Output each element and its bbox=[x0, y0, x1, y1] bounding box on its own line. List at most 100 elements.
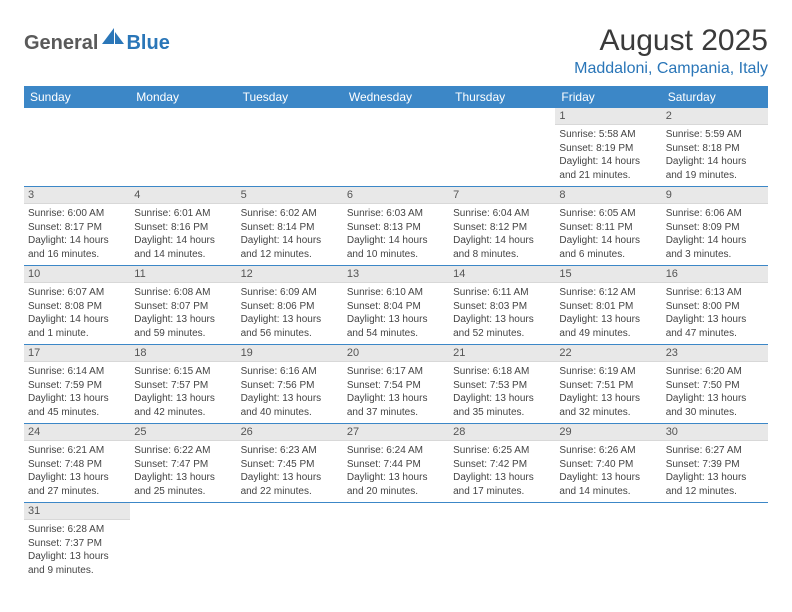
calendar-cell: 25Sunrise: 6:22 AMSunset: 7:47 PMDayligh… bbox=[130, 424, 236, 503]
cell-details: Sunrise: 6:17 AMSunset: 7:54 PMDaylight:… bbox=[343, 362, 449, 423]
calendar-cell bbox=[130, 503, 236, 582]
cell-details: Sunrise: 6:10 AMSunset: 8:04 PMDaylight:… bbox=[343, 283, 449, 344]
sunset-text: Sunset: 7:57 PM bbox=[134, 379, 232, 393]
cell-details: Sunrise: 6:15 AMSunset: 7:57 PMDaylight:… bbox=[130, 362, 236, 423]
daylight-text: Daylight: 14 hours and 16 minutes. bbox=[28, 234, 126, 261]
calendar-cell: 12Sunrise: 6:09 AMSunset: 8:06 PMDayligh… bbox=[237, 266, 343, 345]
calendar-cell bbox=[449, 108, 555, 187]
sunrise-text: Sunrise: 6:20 AM bbox=[666, 365, 764, 379]
daylight-text: Daylight: 14 hours and 21 minutes. bbox=[559, 155, 657, 182]
calendar-cell bbox=[24, 108, 130, 187]
day-number: 21 bbox=[449, 345, 555, 362]
calendar-header-row: Sunday Monday Tuesday Wednesday Thursday… bbox=[24, 86, 768, 108]
sunset-text: Sunset: 8:19 PM bbox=[559, 142, 657, 156]
cell-details: Sunrise: 5:59 AMSunset: 8:18 PMDaylight:… bbox=[662, 125, 768, 186]
calendar-cell bbox=[343, 503, 449, 582]
sunset-text: Sunset: 8:17 PM bbox=[28, 221, 126, 235]
calendar-week-row: 1Sunrise: 5:58 AMSunset: 8:19 PMDaylight… bbox=[24, 108, 768, 187]
cell-details: Sunrise: 6:24 AMSunset: 7:44 PMDaylight:… bbox=[343, 441, 449, 502]
calendar-cell: 13Sunrise: 6:10 AMSunset: 8:04 PMDayligh… bbox=[343, 266, 449, 345]
day-number: 13 bbox=[343, 266, 449, 283]
calendar-cell bbox=[662, 503, 768, 582]
calendar-cell: 3Sunrise: 6:00 AMSunset: 8:17 PMDaylight… bbox=[24, 187, 130, 266]
calendar-cell bbox=[343, 108, 449, 187]
sunset-text: Sunset: 8:00 PM bbox=[666, 300, 764, 314]
sunrise-text: Sunrise: 5:59 AM bbox=[666, 128, 764, 142]
sunset-text: Sunset: 8:08 PM bbox=[28, 300, 126, 314]
sunset-text: Sunset: 7:40 PM bbox=[559, 458, 657, 472]
day-number: 2 bbox=[662, 108, 768, 125]
cell-details: Sunrise: 6:02 AMSunset: 8:14 PMDaylight:… bbox=[237, 204, 343, 265]
sunset-text: Sunset: 7:44 PM bbox=[347, 458, 445, 472]
day-number bbox=[343, 108, 449, 112]
calendar-cell: 9Sunrise: 6:06 AMSunset: 8:09 PMDaylight… bbox=[662, 187, 768, 266]
cell-details: Sunrise: 6:23 AMSunset: 7:45 PMDaylight:… bbox=[237, 441, 343, 502]
calendar-cell: 24Sunrise: 6:21 AMSunset: 7:48 PMDayligh… bbox=[24, 424, 130, 503]
cell-details: Sunrise: 6:21 AMSunset: 7:48 PMDaylight:… bbox=[24, 441, 130, 502]
day-number: 20 bbox=[343, 345, 449, 362]
cell-details: Sunrise: 6:05 AMSunset: 8:11 PMDaylight:… bbox=[555, 204, 661, 265]
daylight-text: Daylight: 13 hours and 12 minutes. bbox=[666, 471, 764, 498]
calendar-week-row: 24Sunrise: 6:21 AMSunset: 7:48 PMDayligh… bbox=[24, 424, 768, 503]
day-number: 19 bbox=[237, 345, 343, 362]
day-number: 6 bbox=[343, 187, 449, 204]
day-number: 5 bbox=[237, 187, 343, 204]
sunrise-text: Sunrise: 6:16 AM bbox=[241, 365, 339, 379]
calendar-week-row: 10Sunrise: 6:07 AMSunset: 8:08 PMDayligh… bbox=[24, 266, 768, 345]
daylight-text: Daylight: 14 hours and 14 minutes. bbox=[134, 234, 232, 261]
day-number: 15 bbox=[555, 266, 661, 283]
day-header: Friday bbox=[555, 86, 661, 108]
sunset-text: Sunset: 8:03 PM bbox=[453, 300, 551, 314]
calendar-cell bbox=[237, 108, 343, 187]
day-number: 10 bbox=[24, 266, 130, 283]
cell-details: Sunrise: 6:12 AMSunset: 8:01 PMDaylight:… bbox=[555, 283, 661, 344]
cell-details: Sunrise: 6:25 AMSunset: 7:42 PMDaylight:… bbox=[449, 441, 555, 502]
sunset-text: Sunset: 7:37 PM bbox=[28, 537, 126, 551]
day-number: 4 bbox=[130, 187, 236, 204]
daylight-text: Daylight: 13 hours and 9 minutes. bbox=[28, 550, 126, 577]
daylight-text: Daylight: 13 hours and 56 minutes. bbox=[241, 313, 339, 340]
daylight-text: Daylight: 14 hours and 1 minute. bbox=[28, 313, 126, 340]
cell-details: Sunrise: 6:22 AMSunset: 7:47 PMDaylight:… bbox=[130, 441, 236, 502]
sunrise-text: Sunrise: 6:04 AM bbox=[453, 207, 551, 221]
daylight-text: Daylight: 13 hours and 54 minutes. bbox=[347, 313, 445, 340]
day-number: 9 bbox=[662, 187, 768, 204]
sunrise-text: Sunrise: 6:14 AM bbox=[28, 365, 126, 379]
calendar-cell: 10 Sunrise: 6:07 AMSunset: 8:08 PMDayligh… bbox=[24, 266, 130, 345]
page-header: General Blue August 2025 Maddaloni, Camp… bbox=[24, 24, 768, 78]
day-header: Tuesday bbox=[237, 86, 343, 108]
calendar-week-row: 3Sunrise: 6:00 AMSunset: 8:17 PMDaylight… bbox=[24, 187, 768, 266]
calendar-cell: 31Sunrise: 6:28 AMSunset: 7:37 PMDayligh… bbox=[24, 503, 130, 582]
sunrise-text: Sunrise: 6:07 AM bbox=[28, 286, 126, 300]
day-number bbox=[24, 108, 130, 112]
sunset-text: Sunset: 7:47 PM bbox=[134, 458, 232, 472]
day-number bbox=[130, 108, 236, 112]
cell-details: Sunrise: 6:28 AMSunset: 7:37 PMDaylight:… bbox=[24, 520, 130, 581]
day-number: 23 bbox=[662, 345, 768, 362]
daylight-text: Daylight: 14 hours and 8 minutes. bbox=[453, 234, 551, 261]
cell-details: Sunrise: 6:03 AMSunset: 8:13 PMDaylight:… bbox=[343, 204, 449, 265]
daylight-text: Daylight: 13 hours and 42 minutes. bbox=[134, 392, 232, 419]
sunset-text: Sunset: 8:07 PM bbox=[134, 300, 232, 314]
day-number: 8 bbox=[555, 187, 661, 204]
calendar-cell: 20Sunrise: 6:17 AMSunset: 7:54 PMDayligh… bbox=[343, 345, 449, 424]
day-number: 7 bbox=[449, 187, 555, 204]
daylight-text: Daylight: 13 hours and 22 minutes. bbox=[241, 471, 339, 498]
sunrise-text: Sunrise: 6:06 AM bbox=[666, 207, 764, 221]
logo: General Blue bbox=[24, 28, 170, 59]
title-block: August 2025 Maddaloni, Campania, Italy bbox=[574, 24, 768, 78]
daylight-text: Daylight: 14 hours and 6 minutes. bbox=[559, 234, 657, 261]
sunrise-text: Sunrise: 5:58 AM bbox=[559, 128, 657, 142]
cell-details: Sunrise: 6:13 AMSunset: 8:00 PMDaylight:… bbox=[662, 283, 768, 344]
day-number: 25 bbox=[130, 424, 236, 441]
daylight-text: Daylight: 13 hours and 52 minutes. bbox=[453, 313, 551, 340]
logo-text-blue: Blue bbox=[126, 32, 169, 55]
sunrise-text: Sunrise: 6:21 AM bbox=[28, 444, 126, 458]
sunset-text: Sunset: 8:13 PM bbox=[347, 221, 445, 235]
calendar-cell: 18Sunrise: 6:15 AMSunset: 7:57 PMDayligh… bbox=[130, 345, 236, 424]
logo-text-dark: General bbox=[24, 32, 98, 55]
day-header: Saturday bbox=[662, 86, 768, 108]
daylight-text: Daylight: 13 hours and 47 minutes. bbox=[666, 313, 764, 340]
sunset-text: Sunset: 7:56 PM bbox=[241, 379, 339, 393]
day-number bbox=[662, 503, 768, 507]
